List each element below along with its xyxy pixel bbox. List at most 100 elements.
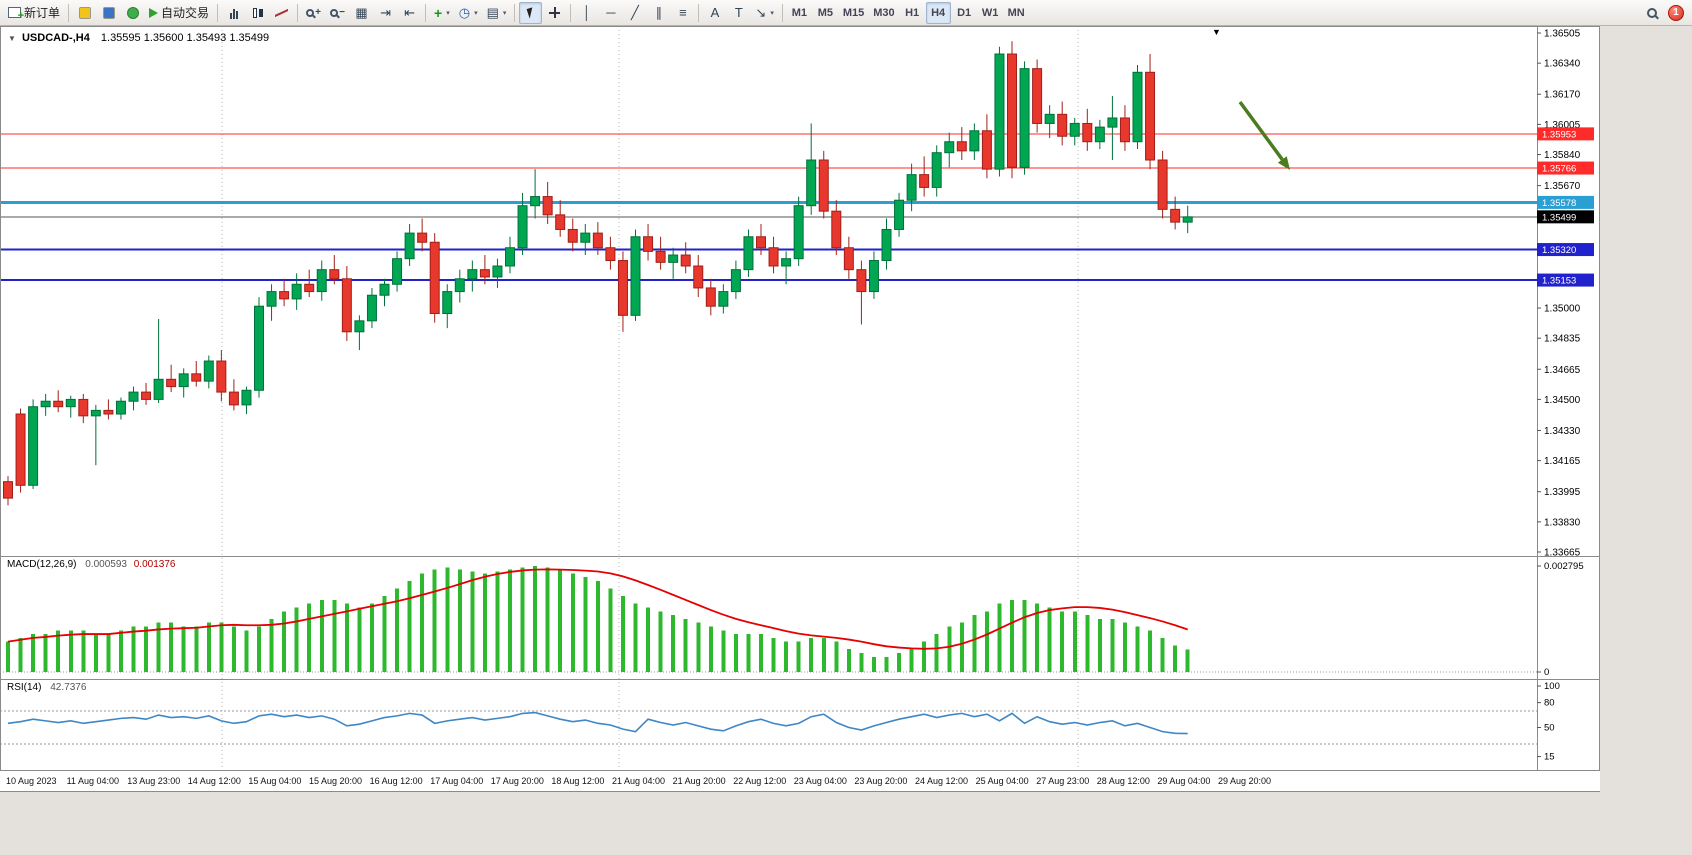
candle — [103, 399, 114, 420]
candle — [454, 269, 465, 303]
fibonacci-button[interactable]: ≡ — [671, 2, 694, 24]
market-watch-icon — [102, 6, 115, 19]
vertical-line-icon: │ — [582, 5, 591, 20]
candlestick-chart-button[interactable] — [246, 2, 269, 24]
candle — [1170, 196, 1181, 230]
candle — [1082, 108, 1093, 151]
arrows-tool-button[interactable]: ↘ ▾ — [751, 2, 777, 24]
template-chart-icon: ▤ — [486, 5, 499, 20]
rsi-header: RSI(14) 42.7376 — [7, 682, 86, 693]
main-chart-svg[interactable]: 1.36505 1.36340 1.36170 1.36005 1.35840 1.356… — [0, 26, 1600, 771]
timeframe-button-m30[interactable]: M30 — [873, 6, 895, 19]
candle — [705, 278, 716, 316]
candle — [894, 192, 905, 237]
candle — [994, 46, 1005, 177]
candle — [655, 236, 666, 270]
time-label: 28 Aug 12:00 — [1096, 776, 1150, 786]
toolbar-separator — [781, 3, 783, 22]
candle — [643, 223, 654, 261]
timeframe-button-m5[interactable]: M5 — [817, 6, 833, 19]
profiles-button[interactable] — [73, 2, 96, 24]
arrow-annotation[interactable] — [1238, 100, 1290, 170]
timeframe-button-m15[interactable]: M15 — [842, 6, 865, 19]
time-label: 21 Aug 20:00 — [672, 776, 726, 786]
candle — [567, 218, 578, 252]
zoom-in-icon — [306, 8, 315, 17]
candle — [856, 260, 867, 325]
autotrading-button[interactable]: 自动交易 — [145, 2, 213, 24]
timeframe-button-d1[interactable]: D1 — [957, 6, 972, 19]
candle — [90, 404, 101, 466]
time-label: 27 Aug 23:00 — [1036, 776, 1090, 786]
auto-scroll-icon: ⇥ — [380, 5, 391, 20]
line-chart-button[interactable] — [270, 2, 293, 24]
candle — [115, 397, 126, 420]
time-label: 10 Aug 2023 — [6, 776, 57, 786]
zoom-out-button[interactable]: − — [326, 2, 349, 24]
candle — [228, 379, 239, 411]
auto-scroll-button[interactable]: ⇥ — [374, 2, 397, 24]
timeframe-button-mn[interactable]: MN — [1007, 6, 1025, 19]
price-tick-label: 1.36340 — [1544, 59, 1581, 70]
rsi-scale-label: 80 — [1544, 698, 1555, 709]
timeframe-button-w1[interactable]: W1 — [981, 6, 999, 19]
time-axis[interactable]: 10 Aug 2023 11 Aug 04:00 13 Aug 23:00 14 Au… — [0, 771, 1600, 792]
one-click-trading-toggle[interactable]: ▼ — [8, 34, 16, 43]
candle — [818, 150, 829, 219]
trendline-button[interactable]: ╱ — [623, 2, 646, 24]
market-watch-button[interactable] — [97, 2, 120, 24]
horizontal-line-button[interactable]: ─ — [599, 2, 622, 24]
support-line-blue-2-badge: 1.35153 — [1537, 273, 1594, 287]
candle — [28, 399, 39, 489]
rsi-scale[interactable]: 100 80 50 15 — [1537, 681, 1560, 763]
tile-windows-button[interactable]: ▦ — [350, 2, 373, 24]
chevron-down-icon: ▾ — [446, 9, 450, 17]
toolbar-separator — [425, 3, 427, 22]
candle — [366, 287, 377, 329]
candle — [329, 255, 340, 285]
timeframe-button-h4[interactable]: H4 — [925, 1, 951, 24]
candle — [467, 260, 478, 292]
text-label-button[interactable]: T — [727, 2, 750, 24]
candle — [1107, 96, 1118, 161]
chart-shift-button[interactable]: ⇤ — [398, 2, 421, 24]
bid-price-line-badge: 1.35499 — [1537, 210, 1594, 224]
new-order-button[interactable]: 新订单 — [4, 2, 64, 24]
autotrading-label: 自动交易 — [161, 6, 210, 20]
price-tick-label: 1.34330 — [1544, 426, 1581, 437]
timeframe-button-m1[interactable]: M1 — [791, 6, 807, 19]
candle — [479, 255, 490, 285]
candle — [1132, 64, 1143, 150]
resistance-line-1-badge: 1.35953 — [1537, 127, 1594, 141]
rsi-scale-label: 50 — [1544, 723, 1555, 734]
svg-text:1.35578: 1.35578 — [1542, 198, 1576, 209]
timeframe-button-h1[interactable]: H1 — [905, 6, 920, 19]
chart-shift-marker[interactable]: ▼ — [1212, 27, 1221, 37]
candle — [379, 278, 390, 307]
price-tick-label: 1.35840 — [1544, 150, 1581, 161]
macd-header: MACD(12,26,9) 0.000593 0.001376 — [7, 559, 175, 570]
price-tick-label: 1.33995 — [1544, 487, 1581, 498]
time-label: 16 Aug 12:00 — [369, 776, 423, 786]
cursor-icon — [526, 6, 536, 19]
search-button[interactable] — [1640, 2, 1663, 24]
periods-button[interactable]: ◷ ▾ — [455, 2, 482, 24]
data-window-button[interactable] — [121, 2, 144, 24]
crosshair-button[interactable] — [543, 2, 566, 24]
candle — [53, 390, 64, 413]
templates-button[interactable]: ▤ ▾ — [483, 2, 511, 24]
zoom-in-button[interactable]: + — [302, 2, 325, 24]
candle — [592, 222, 603, 256]
notifications-button[interactable]: 1 — [1664, 2, 1688, 24]
text-button[interactable]: A — [703, 2, 726, 24]
vertical-line-button[interactable]: │ — [575, 2, 598, 24]
macd-main-value: 0.000593 — [85, 559, 127, 570]
macd-scale[interactable]: 0.002795 0 — [1537, 561, 1584, 678]
chart-shift-icon: ⇤ — [404, 5, 415, 20]
time-label: 13 Aug 23:00 — [127, 776, 181, 786]
cursor-button[interactable] — [519, 1, 543, 24]
indicators-button[interactable]: + ▾ — [430, 2, 454, 24]
time-label: 29 Aug 20:00 — [1218, 776, 1272, 786]
channel-button[interactable]: ∥ — [647, 2, 670, 24]
bar-chart-button[interactable] — [222, 2, 245, 24]
